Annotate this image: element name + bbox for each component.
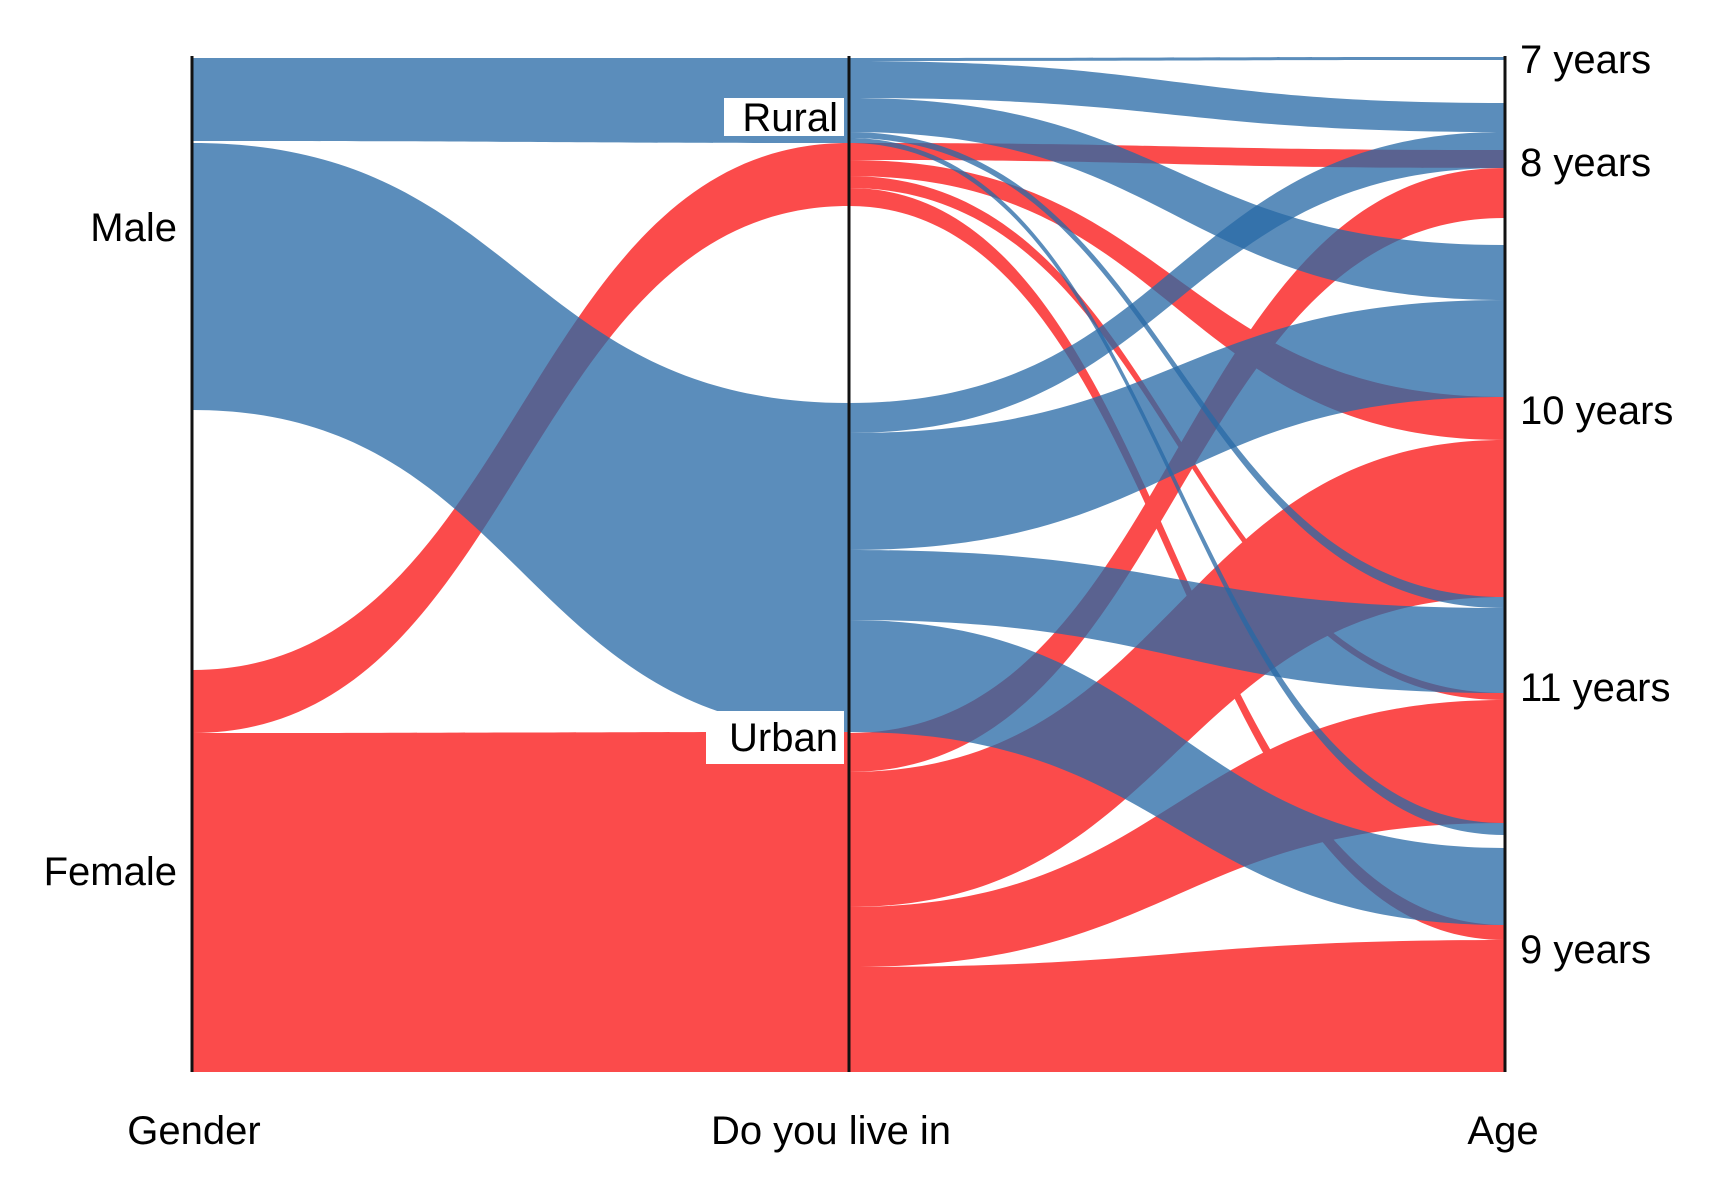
flow-urban-9y-female <box>849 940 1504 1072</box>
flow-rural-9y-male <box>849 138 1504 835</box>
flow-male-urban <box>193 143 849 732</box>
label-female: Female <box>44 850 177 894</box>
label-age-11: 11 years <box>1520 666 1670 710</box>
label-age-9: 9 years <box>1520 928 1651 972</box>
axis-title-residence: Do you live in <box>711 1109 951 1153</box>
label-age-7: 7 years <box>1520 38 1651 82</box>
flow-urban-8y-male <box>849 132 1504 433</box>
urban-label-box <box>706 711 844 764</box>
label-age-8: 8 years <box>1520 141 1651 185</box>
flow-urban-10y-male <box>849 300 1504 550</box>
label-urban: Urban <box>729 716 838 760</box>
flow-female-urban <box>193 732 849 1072</box>
flow-urban-9y-male <box>849 620 1504 925</box>
axis-title-age: Age <box>1467 1109 1538 1153</box>
label-rural: Rural <box>742 96 838 140</box>
category-label-boxes-layer <box>706 98 844 764</box>
label-male: Male <box>90 206 177 250</box>
flow-ribbons-layer <box>193 57 1504 1072</box>
flow-urban-11y-male <box>849 550 1504 693</box>
flow-rural-8y-male <box>849 61 1504 132</box>
flow-urban-11y-female <box>849 700 1504 967</box>
flow-male-rural <box>193 58 849 143</box>
flow-rural-9y-female <box>849 188 1504 940</box>
flow-rural-7y-male <box>849 57 1504 61</box>
axis-lines-layer <box>190 56 1507 1072</box>
label-age-10: 10 years <box>1520 389 1673 433</box>
rural-label-box <box>724 98 844 136</box>
flow-rural-10y-male <box>849 98 1504 300</box>
axis-title-gender: Gender <box>127 1109 260 1153</box>
